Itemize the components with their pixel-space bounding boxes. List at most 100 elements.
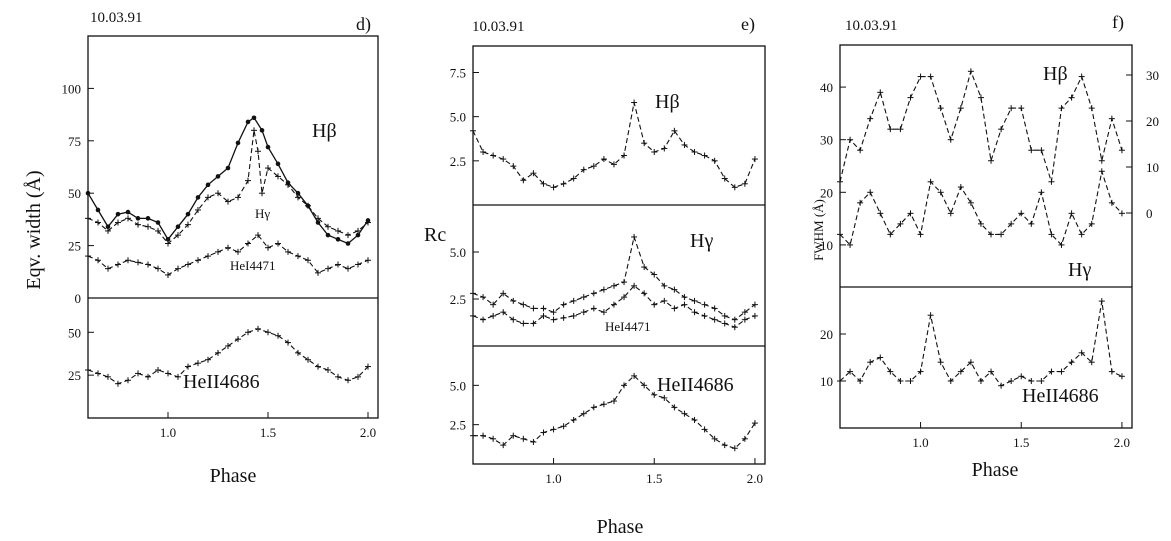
data-point xyxy=(275,240,281,247)
data-point xyxy=(540,305,547,312)
data-point xyxy=(285,339,291,346)
data-point xyxy=(671,404,678,411)
data-point xyxy=(600,286,607,293)
data-point xyxy=(927,312,934,319)
data-point xyxy=(570,175,577,182)
panel-e-date: 10.03.91 xyxy=(472,19,525,35)
data-point xyxy=(135,370,141,377)
data-point xyxy=(1078,349,1085,356)
data-point xyxy=(671,286,678,293)
panel-e: 10.03.91 e) 1.0 1.5 2.0 2.5 5.0 7.5 2.5 5.0 2.5 5… xyxy=(424,14,766,538)
data-point xyxy=(641,290,648,297)
data-point xyxy=(315,269,321,276)
data-point xyxy=(681,301,688,308)
data-point xyxy=(1118,147,1125,154)
data-point xyxy=(275,161,281,167)
panel-d-frame xyxy=(87,35,379,419)
data-point xyxy=(115,211,121,217)
data-point xyxy=(1098,168,1105,175)
data-point xyxy=(215,349,221,356)
data-point xyxy=(520,301,527,308)
data-point xyxy=(1108,199,1115,206)
data-point xyxy=(345,265,351,272)
data-point xyxy=(295,190,301,196)
data-point xyxy=(245,119,251,125)
data-point xyxy=(470,432,476,439)
panel-d-ylabel: Eqv. width (Å) xyxy=(23,170,45,289)
data-point xyxy=(751,420,758,427)
panel-e-ticks: 1.0 1.5 2.0 2.5 5.0 7.5 2.5 5.0 2.5 5.0 xyxy=(450,66,763,487)
data-point xyxy=(520,320,527,327)
data-point xyxy=(651,301,658,308)
data-point xyxy=(1008,378,1015,384)
data-point xyxy=(887,126,894,133)
data-point xyxy=(661,297,668,304)
data-point xyxy=(305,202,311,209)
data-point xyxy=(85,215,91,222)
data-point xyxy=(837,378,843,384)
series-line-h xyxy=(839,171,1123,247)
x-tick-label: 1.0 xyxy=(912,435,928,450)
data-point xyxy=(85,367,91,373)
data-point xyxy=(205,182,211,188)
data-point xyxy=(235,140,241,146)
data-point xyxy=(530,438,537,445)
data-point xyxy=(1118,210,1125,217)
data-point xyxy=(205,253,211,260)
data-point xyxy=(365,219,371,226)
data-point xyxy=(721,320,728,327)
data-point xyxy=(1028,147,1035,154)
data-point xyxy=(550,316,557,323)
data-point xyxy=(1088,220,1095,227)
data-point xyxy=(470,290,476,297)
data-point xyxy=(877,210,884,217)
panel-d-ticks: 1.0 1.5 2.0 0 25 50 75 100 25 50 xyxy=(62,81,377,440)
x-tick-label: 2.0 xyxy=(1114,435,1130,450)
data-point xyxy=(500,290,507,297)
data-point xyxy=(580,294,587,301)
right-y-tick-label: 10 xyxy=(1146,160,1159,175)
data-point xyxy=(115,219,121,226)
data-point xyxy=(95,257,101,264)
panel-f-ticks: 1.0 1.5 2.0 10 20 30 40 0 10 20 30 10 20 xyxy=(820,68,1159,450)
data-point xyxy=(897,126,904,133)
data-point xyxy=(225,244,231,251)
data-point xyxy=(155,220,161,225)
data-point xyxy=(937,189,944,196)
data-point xyxy=(265,144,271,150)
y-tick-label: 10 xyxy=(820,374,833,389)
data-point xyxy=(185,261,191,268)
data-point xyxy=(105,224,111,230)
data-point xyxy=(85,253,91,260)
data-point xyxy=(621,294,628,301)
data-point xyxy=(600,156,607,163)
x-tick-label: 1.5 xyxy=(646,471,662,486)
data-point xyxy=(957,105,964,112)
data-point xyxy=(621,152,628,159)
data-point xyxy=(580,166,587,173)
data-point xyxy=(947,210,954,217)
data-point xyxy=(265,329,271,336)
data-point xyxy=(95,207,101,213)
data-point xyxy=(315,220,321,225)
data-point xyxy=(701,312,708,319)
data-point xyxy=(235,336,241,343)
panel-d-label-heii4686: HeII4686 xyxy=(183,371,260,393)
data-point xyxy=(205,356,211,363)
data-point xyxy=(867,115,874,122)
series-line-heii4686 xyxy=(839,301,1123,387)
data-point xyxy=(175,232,181,239)
data-point xyxy=(259,190,265,197)
data-point xyxy=(847,241,854,248)
data-point xyxy=(711,435,718,442)
data-point xyxy=(641,382,648,389)
data-point xyxy=(721,312,728,319)
y-tick-label: 5.0 xyxy=(450,110,466,125)
data-point xyxy=(255,148,261,155)
data-point xyxy=(195,195,201,200)
data-point xyxy=(907,94,914,101)
data-point xyxy=(580,309,587,316)
data-point xyxy=(235,248,241,255)
data-point xyxy=(1088,359,1095,366)
data-point xyxy=(977,220,984,227)
